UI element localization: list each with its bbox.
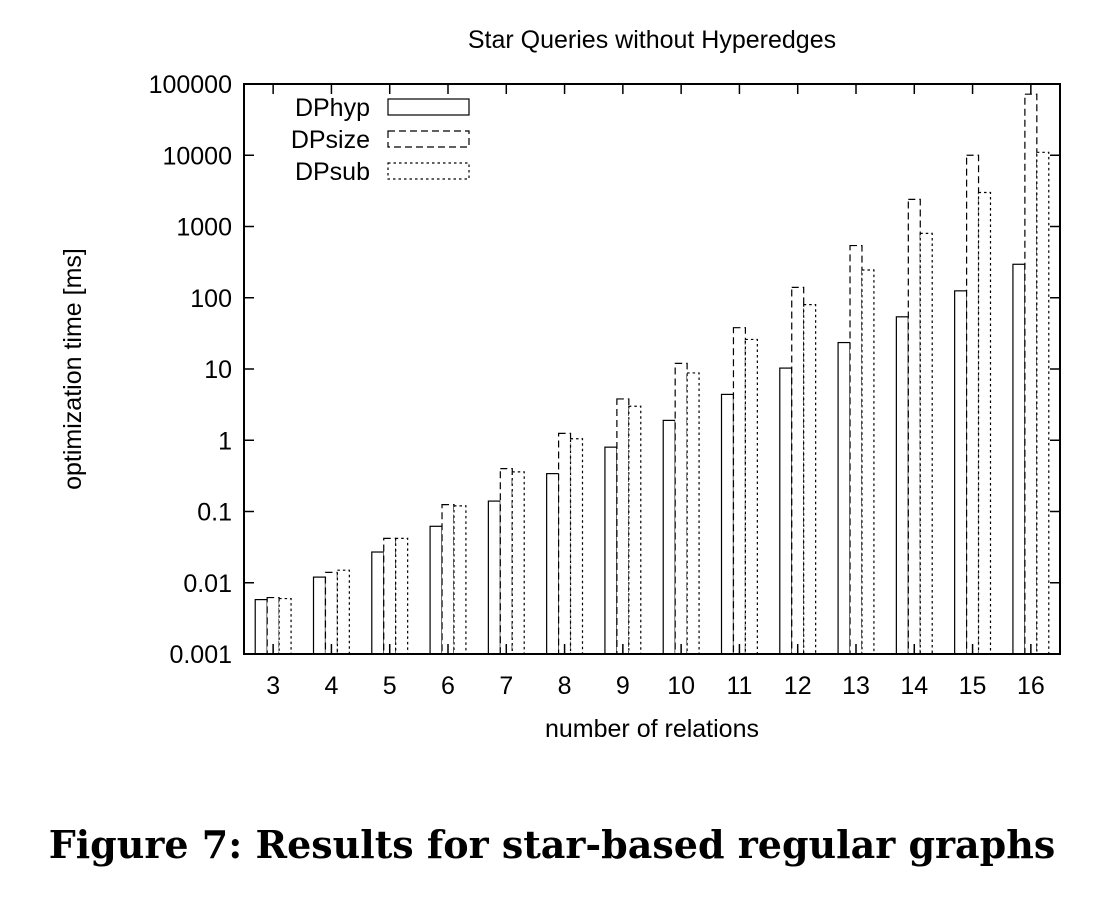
bar-dpsub-13 (861, 269, 875, 655)
x-tick-label: 10 (667, 672, 695, 700)
chart-title: Star Queries without Hyperedges (468, 26, 836, 54)
x-tick-label: 8 (558, 672, 572, 700)
x-ticks: 3 4 5 6 7 8 9 10 11 12 13 14 15 16 (266, 84, 1045, 700)
legend-swatch-dpsize (387, 130, 470, 148)
x-tick-label: 16 (1017, 672, 1045, 700)
bar-dphyp-9 (604, 446, 618, 655)
bar-dphyp-14 (895, 316, 909, 655)
x-tick-label: 9 (616, 672, 630, 700)
x-tick-label: 3 (266, 672, 280, 700)
bar-dphyp-5 (371, 551, 385, 655)
bar-dpsub-14 (919, 232, 933, 655)
x-tick-label: 15 (959, 672, 987, 700)
y-tick-label: 10000 (162, 142, 232, 170)
y-ticks: 0.001 0.01 0.1 1 10 100 1000 10000 100000 (149, 71, 1060, 669)
bar-dpsub-10 (686, 372, 700, 655)
bar-dphyp-8 (546, 473, 560, 655)
bar-dphyp-4 (312, 576, 327, 655)
bar-dpsize-12 (791, 286, 805, 655)
x-tick-label: 14 (900, 672, 928, 700)
bar-dpsize-6 (441, 503, 455, 655)
bar-dpsize-15 (965, 154, 980, 655)
bar-dphyp-6 (429, 525, 443, 655)
x-tick-label: 5 (383, 672, 397, 700)
x-tick-label: 6 (441, 672, 455, 700)
legend: DPhyp DPsize DPsub (291, 94, 470, 186)
x-tick-label: 13 (842, 672, 870, 700)
bar-dpsub-12 (803, 304, 817, 655)
bar-dphyp-11 (720, 393, 735, 655)
x-tick-label: 7 (499, 672, 513, 700)
bar-dpsub-3 (278, 597, 292, 655)
y-tick-label: 0.001 (169, 641, 232, 669)
x-tick-label: 11 (726, 672, 752, 700)
y-tick-label: 0.1 (197, 499, 232, 527)
legend-label-dpsub: DPsub (295, 158, 370, 186)
bar-dpsize-14 (907, 198, 921, 655)
bar-dpsize-9 (616, 398, 630, 655)
bar-dphyp-12 (779, 367, 793, 655)
x-axis-label: number of relations (545, 715, 759, 743)
bar-dpsub-6 (453, 505, 467, 655)
legend-swatch-dpsub (387, 162, 470, 180)
bar-dpsize-13 (849, 244, 863, 655)
bars-layer (254, 93, 1050, 655)
bar-dpsub-4 (336, 569, 350, 655)
y-tick-label: 100 (190, 285, 232, 313)
legend-label-dpsize: DPsize (291, 126, 370, 154)
bar-dphyp-7 (487, 500, 501, 655)
y-tick-label: 1000 (176, 214, 232, 242)
bar-dphyp-13 (837, 341, 851, 655)
bar-dpsize-5 (383, 537, 397, 655)
bar-dpsize-7 (499, 468, 513, 655)
bar-dpsize-16 (1024, 93, 1038, 655)
bar-dpsize-11 (732, 327, 747, 655)
figure-caption: Figure 7: Results for star-based regular… (48, 822, 1056, 867)
legend-swatch-dphyp (387, 98, 470, 116)
bar-dpsub-15 (977, 191, 992, 655)
legend-label-dphyp: DPhyp (295, 94, 370, 122)
bar-dphyp-10 (662, 419, 676, 655)
y-axis-label: optimization time [ms] (59, 248, 87, 490)
y-tick-label: 1 (218, 427, 232, 455)
y-tick-label: 10 (204, 356, 232, 384)
bar-dpsize-8 (557, 432, 572, 655)
bar-dpsub-8 (569, 438, 584, 655)
x-tick-label: 4 (324, 672, 338, 700)
bar-dpsize-3 (266, 596, 280, 655)
bar-dpsize-10 (674, 362, 688, 655)
x-tick-label: 12 (784, 672, 812, 700)
bar-dphyp-16 (1012, 263, 1026, 655)
bar-dphyp-3 (254, 599, 268, 655)
bar-dpsub-9 (628, 405, 642, 655)
bar-dpsub-11 (744, 338, 758, 655)
bar-dpsub-5 (395, 537, 409, 655)
y-tick-label: 100000 (149, 71, 232, 99)
chart: Star Queries without Hyperedges optimiza… (59, 26, 1061, 743)
plot-frame (243, 83, 1061, 655)
y-tick-label: 0.01 (183, 570, 232, 598)
bar-dpsize-4 (324, 571, 339, 655)
bar-dpsub-16 (1036, 151, 1050, 655)
bar-dpsub-7 (511, 471, 525, 655)
bar-dphyp-15 (954, 290, 968, 655)
